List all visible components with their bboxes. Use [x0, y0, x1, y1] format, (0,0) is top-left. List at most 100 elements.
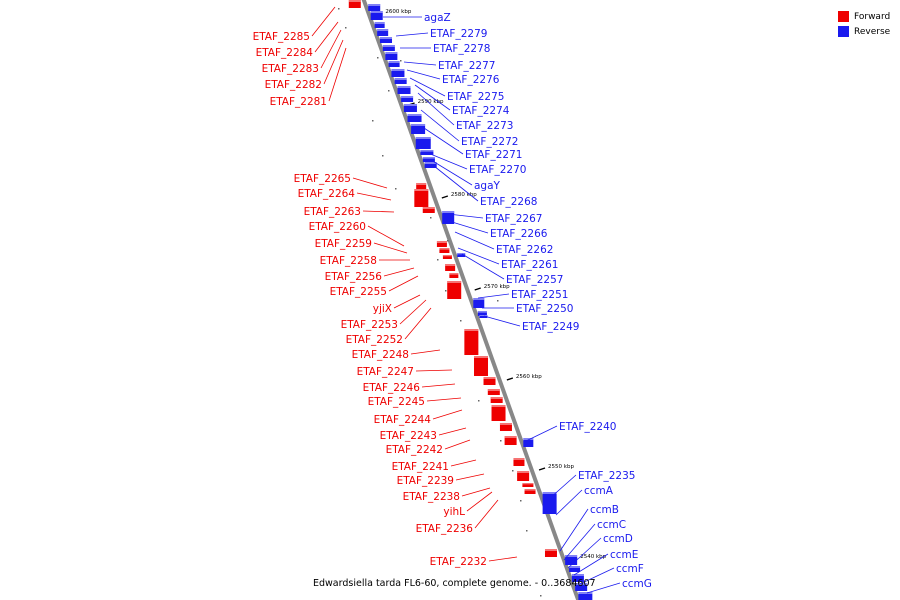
forward-gene-label[interactable]: ETAF_2252 [346, 334, 403, 346]
reverse-gene-block [397, 86, 411, 94]
gene-block-highlight [416, 183, 427, 185]
forward-gene-block [474, 356, 489, 376]
reverse-gene-label[interactable]: ETAF_2240 [559, 421, 616, 433]
reverse-gene-block [368, 4, 381, 11]
reverse-gene-label[interactable]: ETAF_2235 [578, 470, 635, 482]
forward-gene-label[interactable]: ETAF_2241 [392, 461, 449, 473]
reverse-leader-line [395, 32, 429, 37]
gene-block-highlight [490, 397, 503, 399]
reverse-gene-label[interactable]: ccmF [616, 563, 644, 575]
forward-gene-label[interactable]: ETAF_2284 [256, 47, 314, 59]
reverse-gene-label[interactable]: ccmC [597, 519, 626, 531]
map-caption: Edwardsiella tarda FL6-60, complete geno… [313, 578, 596, 589]
reverse-gene-block [473, 298, 485, 308]
reverse-gene-label[interactable]: ccmD [603, 533, 633, 545]
forward-gene-label[interactable]: ETAF_2247 [357, 366, 414, 378]
forward-gene-label[interactable]: ETAF_2244 [374, 414, 432, 426]
reverse-gene-label[interactable]: agaZ [424, 12, 451, 24]
tick-mark [441, 195, 449, 199]
forward-leader-line [450, 459, 477, 467]
forward-gene-label[interactable]: ETAF_2281 [270, 96, 327, 108]
reverse-gene-label[interactable]: ETAF_2266 [490, 228, 548, 240]
reverse-gene-block [382, 45, 395, 51]
gene-block-highlight [565, 555, 578, 557]
forward-gene-label[interactable]: ETAF_2260 [309, 221, 366, 233]
forward-gene-label[interactable]: ETAF_2285 [253, 31, 310, 43]
forward-gene-label[interactable]: ETAF_2238 [403, 491, 460, 503]
reverse-gene-block [394, 78, 407, 84]
forward-gene-label[interactable]: ETAF_2236 [416, 523, 474, 535]
reverse-gene-label[interactable]: ETAF_2274 [452, 105, 510, 117]
forward-gene-label[interactable]: ETAF_2258 [320, 255, 377, 267]
reverse-gene-label[interactable]: ETAF_2262 [496, 244, 553, 256]
forward-gene-label[interactable]: ETAF_2243 [380, 430, 437, 442]
reverse-leader-line [555, 489, 583, 516]
reverse-gene-label[interactable]: ccmB [590, 504, 619, 516]
forward-gene-label[interactable]: ETAF_2255 [330, 286, 387, 298]
forward-gene-label[interactable]: ETAF_2263 [304, 206, 361, 218]
gene-block-highlight [385, 52, 398, 54]
gene-block-highlight [382, 45, 395, 47]
scale-ticks: 2600 kbp 2590 kbp 2580 kbp 2570 kbp 2560 kbp… [338, 8, 607, 597]
reverse-gene-label[interactable]: ETAF_2273 [456, 120, 513, 132]
reverse-leader-line [447, 213, 484, 219]
reverse-gene-label[interactable]: ETAF_2250 [516, 303, 573, 315]
forward-gene-label[interactable]: ETAF_2242 [386, 444, 443, 456]
reverse-gene-label[interactable]: ETAF_2276 [442, 74, 500, 86]
forward-gene-label[interactable]: ETAF_2248 [352, 349, 409, 361]
forward-gene-label[interactable]: ETAF_2256 [325, 271, 383, 283]
gene-block-highlight [394, 78, 407, 80]
forward-gene-label[interactable]: yjiX [373, 303, 392, 315]
reverse-gene-label[interactable]: ETAF_2271 [465, 149, 522, 161]
reverse-gene-label[interactable]: agaY [474, 180, 501, 192]
map-dot [395, 188, 397, 190]
reverse-gene-label[interactable]: ETAF_2275 [447, 91, 504, 103]
forward-gene-label[interactable]: ETAF_2246 [363, 382, 421, 394]
gene-block-highlight [483, 377, 496, 379]
forward-gene-label[interactable]: ETAF_2283 [262, 63, 319, 75]
reverse-gene-label[interactable]: ccmE [610, 549, 638, 561]
reverse-leader-line [579, 567, 615, 585]
forward-leader-line [311, 6, 336, 37]
reverse-leader-line [454, 231, 495, 250]
forward-gene-label[interactable]: ETAF_2282 [265, 79, 322, 91]
forward-leader-line [488, 556, 518, 562]
reverse-gene-block [578, 592, 593, 600]
tick-label: 2590 kbp [418, 99, 444, 105]
forward-gene-block [522, 483, 534, 487]
tick-label: 2580 kbp [451, 192, 477, 198]
reverse-gene-label[interactable]: ETAF_2272 [461, 136, 518, 148]
reverse-gene-label[interactable]: ETAF_2278 [433, 43, 490, 55]
gene-block-highlight [415, 137, 431, 139]
reverse-gene-label[interactable]: ETAF_2279 [430, 28, 487, 40]
reverse-gene-label[interactable]: ETAF_2257 [506, 274, 563, 286]
forward-gene-block [517, 471, 530, 481]
map-dot [345, 27, 347, 29]
forward-leader-line [362, 210, 395, 213]
reverse-gene-label[interactable]: ccmA [584, 485, 614, 497]
forward-leader-line [444, 439, 471, 450]
reverse-leader-line [433, 165, 479, 202]
forward-gene-label[interactable]: ETAF_2264 [298, 188, 356, 200]
forward-gene-label[interactable]: ETAF_2265 [294, 173, 351, 185]
reverse-gene-label[interactable]: ETAF_2261 [501, 259, 558, 271]
reverse-gene-label[interactable]: ETAF_2270 [469, 164, 526, 176]
forward-gene-label[interactable]: ETAF_2259 [315, 238, 372, 250]
reverse-gene-label[interactable]: ccmG [622, 578, 652, 590]
gene-block-highlight [439, 248, 450, 250]
reverse-gene-label[interactable]: ETAF_2267 [485, 213, 542, 225]
reverse-gene-block [401, 96, 414, 102]
forward-gene-label[interactable]: ETAF_2239 [397, 475, 454, 487]
forward-gene-label[interactable]: yihL [443, 506, 465, 518]
map-dot [338, 8, 340, 10]
gene-block-highlight [368, 4, 381, 6]
reverse-gene-label[interactable]: ETAF_2249 [522, 321, 579, 333]
forward-gene-label[interactable]: ETAF_2253 [341, 319, 398, 331]
forward-gene-label[interactable]: ETAF_2232 [430, 556, 487, 568]
forward-gene-label[interactable]: ETAF_2245 [368, 396, 425, 408]
forward-gene-block [416, 183, 427, 189]
reverse-gene-block [388, 61, 400, 67]
reverse-gene-label[interactable]: ETAF_2268 [480, 196, 537, 208]
reverse-gene-label[interactable]: ETAF_2251 [511, 289, 568, 301]
reverse-gene-label[interactable]: ETAF_2277 [438, 60, 495, 72]
